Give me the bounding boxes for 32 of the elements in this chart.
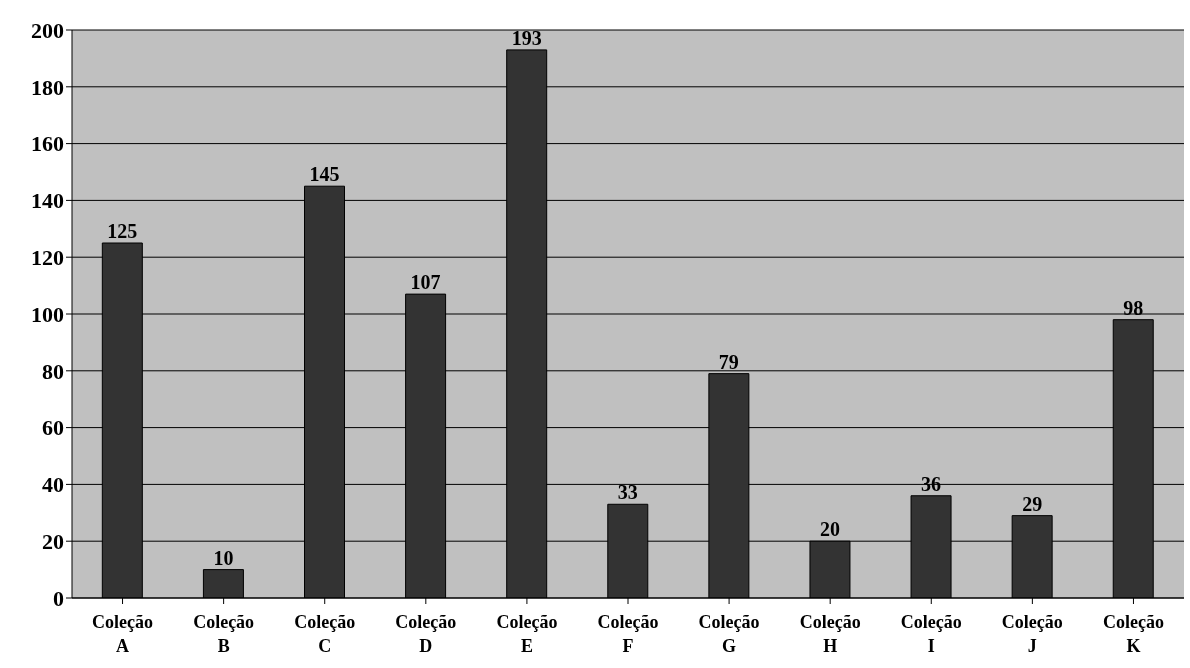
x-tick-label: Coleção I [900, 612, 962, 656]
y-tick-label: 60 [42, 415, 64, 441]
data-label: 20 [819, 518, 840, 541]
data-label: 107 [410, 271, 441, 294]
x-tick-label: Coleção C [294, 612, 356, 656]
y-tick-label: 0 [53, 585, 64, 611]
y-tick-label: 40 [42, 472, 64, 498]
x-tick-label: Coleção G [698, 612, 760, 656]
x-tick-label: Coleção H [799, 612, 861, 656]
y-tick-label: 20 [42, 529, 64, 555]
x-tick-label: Coleção B [193, 612, 255, 656]
x-tick-label: Coleção F [597, 612, 659, 656]
x-tick-label: Coleção D [395, 612, 457, 656]
data-label: 125 [107, 220, 138, 242]
data-label: 10 [213, 546, 234, 569]
y-tick-label: 200 [31, 17, 64, 43]
data-label: 29 [1022, 492, 1043, 515]
x-tick-label: Coleção A [92, 612, 154, 656]
data-label: 79 [718, 350, 739, 373]
data-label: 33 [617, 481, 638, 504]
y-tick-label: 140 [31, 188, 64, 214]
y-tick-label: 80 [42, 358, 64, 384]
x-tick-label: Coleção K [1102, 612, 1164, 656]
x-tick-label: Coleção E [496, 612, 558, 656]
y-tick-label: 100 [31, 301, 64, 327]
y-tick-label: 120 [31, 245, 64, 271]
data-label: 98 [1123, 296, 1144, 319]
data-label: 193 [511, 26, 542, 49]
y-tick-label: 160 [31, 131, 64, 157]
x-tick-label: Coleção J [1001, 612, 1063, 656]
data-label: 145 [309, 163, 340, 186]
y-tick-label: 180 [31, 74, 64, 100]
